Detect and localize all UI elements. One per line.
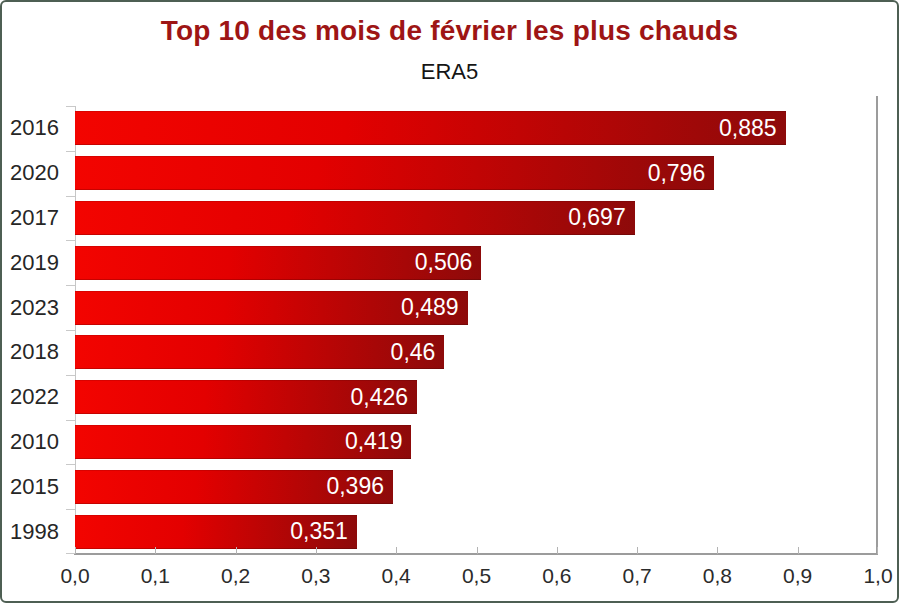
bar-value-label: 0,419 bbox=[345, 428, 403, 455]
x-axis-tick bbox=[396, 547, 397, 554]
plot-area: 20160,88520200,79620170,69720190,5062023… bbox=[75, 106, 878, 554]
bar-value-label: 0,426 bbox=[351, 384, 409, 411]
x-axis-tick-label: 1,0 bbox=[863, 564, 892, 588]
bar-row: 20100,419 bbox=[75, 420, 878, 465]
chart-subtitle: ERA5 bbox=[2, 59, 897, 85]
x-axis-tick-label: 0,5 bbox=[462, 564, 491, 588]
y-axis-tick bbox=[66, 106, 75, 107]
bar: 0,506 bbox=[75, 246, 481, 280]
x-axis-tick bbox=[316, 547, 317, 554]
x-axis-tick-label: 0,7 bbox=[622, 564, 651, 588]
y-axis-tick bbox=[66, 509, 75, 510]
x-axis-tick bbox=[637, 547, 638, 554]
plot-right-border-line bbox=[876, 96, 878, 555]
x-axis-tick bbox=[477, 547, 478, 554]
x-axis-tick-label: 0,4 bbox=[382, 564, 411, 588]
y-axis-tick bbox=[66, 375, 75, 376]
x-axis-tick bbox=[798, 547, 799, 554]
bar: 0,351 bbox=[75, 515, 357, 549]
y-axis-label: 2016 bbox=[2, 115, 59, 141]
y-axis-tick bbox=[66, 196, 75, 197]
y-axis-tick bbox=[66, 420, 75, 421]
bar: 0,419 bbox=[75, 425, 411, 459]
bar-value-label: 0,46 bbox=[391, 339, 436, 366]
y-axis-tick bbox=[66, 553, 75, 554]
y-axis-label: 2018 bbox=[2, 339, 59, 365]
x-axis-tick bbox=[75, 547, 76, 554]
y-axis-label: 2023 bbox=[2, 295, 59, 321]
x-axis-tick-label: 0,9 bbox=[783, 564, 812, 588]
x-axis-tick bbox=[155, 547, 156, 554]
bar-row: 20170,697 bbox=[75, 196, 878, 241]
x-axis-tick-label: 0,1 bbox=[141, 564, 170, 588]
bar-row: 20200,796 bbox=[75, 151, 878, 196]
bar-row: 20220,426 bbox=[75, 375, 878, 420]
bar: 0,46 bbox=[75, 335, 444, 369]
y-axis-tick bbox=[66, 464, 75, 465]
bar: 0,697 bbox=[75, 201, 635, 235]
x-axis-tick bbox=[557, 547, 558, 554]
y-axis-tick bbox=[66, 240, 75, 241]
chart-title: Top 10 des mois de février les plus chau… bbox=[2, 15, 897, 47]
y-axis-label: 2020 bbox=[2, 160, 59, 186]
y-axis-label: 2022 bbox=[2, 384, 59, 410]
bar-rows: 20160,88520200,79620170,69720190,5062023… bbox=[75, 106, 878, 554]
bar: 0,796 bbox=[75, 156, 714, 190]
chart-frame: Top 10 des mois de février les plus chau… bbox=[0, 0, 899, 603]
bar-row: 20230,489 bbox=[75, 285, 878, 330]
x-axis-tick-label: 0,8 bbox=[703, 564, 732, 588]
bar-row: 20160,885 bbox=[75, 106, 878, 151]
y-axis-label: 2019 bbox=[2, 250, 59, 276]
bar-value-label: 0,697 bbox=[568, 204, 626, 231]
x-axis-tick bbox=[717, 547, 718, 554]
bar: 0,489 bbox=[75, 291, 468, 325]
bar: 0,396 bbox=[75, 470, 393, 504]
y-axis-tick bbox=[66, 285, 75, 286]
bar: 0,426 bbox=[75, 380, 417, 414]
y-axis-label: 2015 bbox=[2, 474, 59, 500]
bar-value-label: 0,506 bbox=[415, 249, 473, 276]
bar-row: 20180,46 bbox=[75, 330, 878, 375]
bar: 0,885 bbox=[75, 111, 786, 145]
x-axis-tick-label: 0,0 bbox=[60, 564, 89, 588]
y-axis-tick bbox=[66, 330, 75, 331]
y-axis-label: 2017 bbox=[2, 205, 59, 231]
x-axis-tick-label: 0,3 bbox=[301, 564, 330, 588]
bar-value-label: 0,796 bbox=[648, 160, 706, 187]
y-axis-label: 1998 bbox=[2, 519, 59, 545]
bar-value-label: 0,885 bbox=[719, 115, 777, 142]
bar-value-label: 0,396 bbox=[326, 473, 384, 500]
y-axis-tick bbox=[66, 151, 75, 152]
bar-row: 20190,506 bbox=[75, 240, 878, 285]
bar-row: 20150,396 bbox=[75, 464, 878, 509]
x-axis-tick-label: 0,6 bbox=[542, 564, 571, 588]
x-axis-tick bbox=[236, 547, 237, 554]
y-axis-label: 2010 bbox=[2, 429, 59, 455]
x-axis-tick bbox=[877, 547, 878, 554]
bar-value-label: 0,351 bbox=[290, 518, 348, 545]
bar-value-label: 0,489 bbox=[401, 294, 459, 321]
x-axis-tick-label: 0,2 bbox=[221, 564, 250, 588]
